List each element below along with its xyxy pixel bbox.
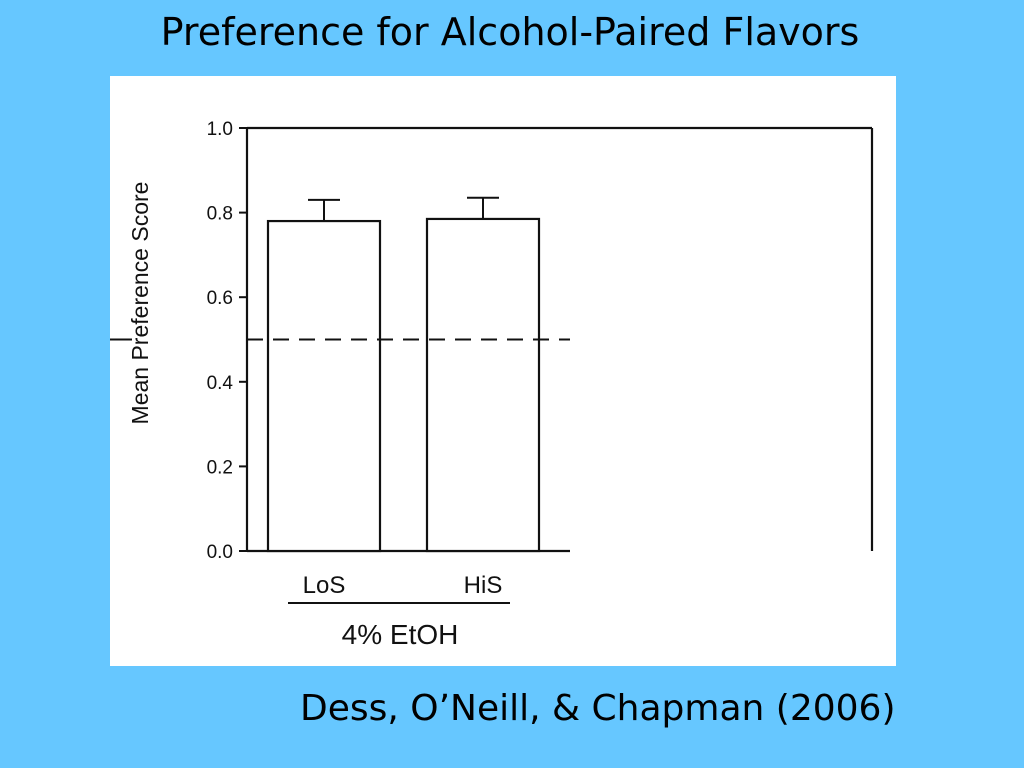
y-tick-label: 0.6 (207, 288, 233, 309)
slide-title: Preference for Alcohol-Paired Flavors (160, 10, 860, 54)
y-tick-label: 0.2 (207, 457, 233, 478)
y-axis-label: Mean Preference Score (127, 182, 153, 425)
y-tick-label: 1.0 (207, 119, 233, 140)
y-tick-label: 0.0 (207, 542, 233, 563)
x-tick-label-los: LoS (303, 572, 346, 599)
group-label: 4% EtOH (342, 619, 459, 650)
chart-panel: Mean Preference Score 4% EtOH 0.0 0.2 0.4 0… (110, 76, 896, 666)
bar-his (425, 217, 541, 553)
y-tick-label: 0.8 (207, 204, 233, 225)
bar-los (266, 219, 382, 553)
y-tick-label: 0.4 (207, 373, 234, 394)
bar-chart: Mean Preference Score 4% EtOH 0.0 0.2 0.4 0… (110, 119, 874, 650)
x-tick-label-his: HiS (464, 572, 503, 599)
citation: Dess, O’Neill, & Chapman (2006) (300, 688, 896, 729)
